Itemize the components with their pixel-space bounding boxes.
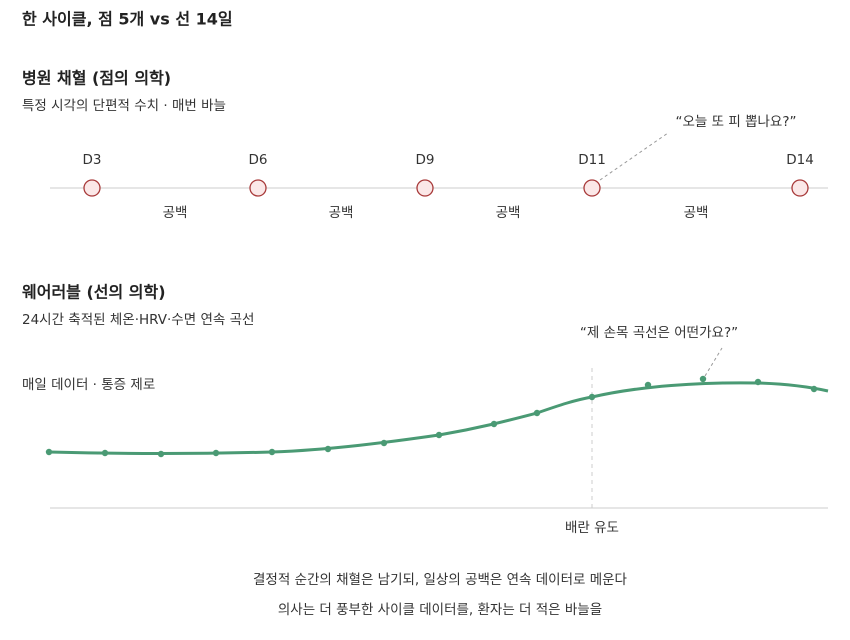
blood-draw-point	[416, 179, 434, 197]
day-label: D9	[416, 152, 435, 168]
blood-draw-point	[83, 179, 101, 197]
curve-points	[45, 375, 818, 458]
quote-leader	[704, 347, 723, 377]
blood-draw-point	[583, 179, 601, 197]
continuous-curve	[48, 381, 829, 455]
note: 매일 데이터 · 통증 제로	[22, 377, 155, 393]
day-label: D6	[249, 152, 268, 168]
gap-label: 공백	[329, 205, 354, 221]
section-subtitle: 특정 시각의 단편적 수치 · 매번 바늘	[22, 98, 226, 114]
quote: “제 손목 곡선은 어떤가요?”	[580, 325, 738, 341]
quote-leader	[599, 132, 669, 181]
gap-label: 공백	[684, 205, 709, 221]
day-label: D14	[786, 152, 814, 168]
section-title: 웨어러블 (선의 의학)	[22, 283, 166, 302]
quote: “오늘 또 피 뽑나요?”	[676, 114, 797, 130]
day-label: D11	[578, 152, 606, 168]
section-subtitle: 24시간 축적된 체온·HRV·수면 연속 곡선	[22, 312, 254, 328]
gap-label: 공백	[496, 205, 521, 221]
section-title: 병원 채혈 (점의 의학)	[22, 69, 171, 88]
footer-line: 의사는 더 풍부한 사이클 데이터를, 환자는 더 적은 바늘을	[278, 602, 602, 618]
marker-label: 배란 유도	[565, 520, 619, 536]
page-title: 한 사이클, 점 5개 vs 선 14일	[22, 10, 233, 29]
gap-label: 공백	[163, 205, 188, 221]
day-label: D3	[83, 152, 102, 168]
blood-draw-point	[249, 179, 267, 197]
blood-draw-point	[791, 179, 809, 197]
footer-line: 결정적 순간의 채혈은 남기되, 일상의 공백은 연속 데이터로 메운다	[253, 572, 628, 588]
